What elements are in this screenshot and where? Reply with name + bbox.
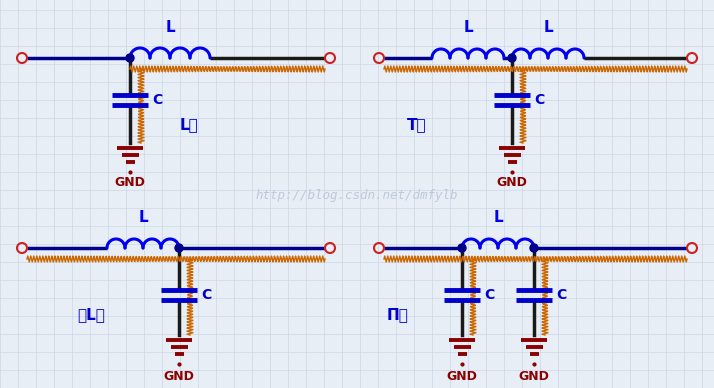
Text: L: L [493,211,503,225]
Text: GND: GND [496,177,528,189]
Text: C: C [556,288,566,302]
Text: GND: GND [114,177,146,189]
Text: GND: GND [518,369,550,383]
Text: GND: GND [446,369,478,383]
Text: C: C [534,93,544,107]
Circle shape [126,54,134,62]
Circle shape [458,244,466,252]
Circle shape [508,54,516,62]
Circle shape [175,244,183,252]
Text: Π型: Π型 [387,308,409,322]
Text: http://blog.csdn.net/dmfylb: http://blog.csdn.net/dmfylb [256,189,458,201]
Text: L: L [139,211,148,225]
Text: L: L [543,21,553,35]
Text: L: L [463,21,473,35]
Text: L型: L型 [180,118,198,132]
Text: C: C [152,93,162,107]
Circle shape [530,244,538,252]
Text: T型: T型 [407,118,427,132]
Text: 倒L型: 倒L型 [77,308,105,322]
Text: C: C [484,288,494,302]
Text: GND: GND [164,369,194,383]
Text: L: L [165,21,175,35]
Text: C: C [201,288,211,302]
